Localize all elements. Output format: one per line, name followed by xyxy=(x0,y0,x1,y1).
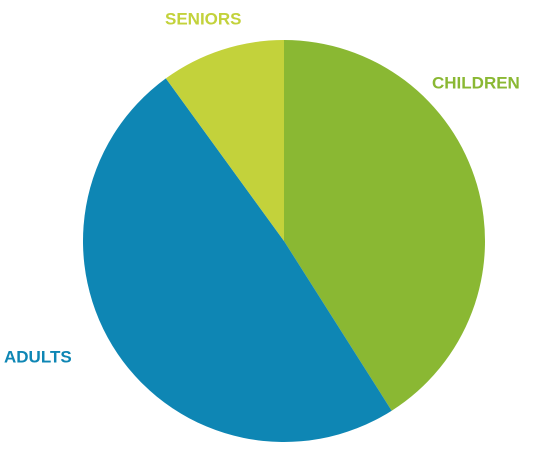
slice-label: SENIORS xyxy=(165,9,242,28)
slice-label: ADULTS xyxy=(4,347,72,366)
pie-slice xyxy=(83,78,392,442)
pie-slice xyxy=(165,40,284,241)
pie-slice xyxy=(284,40,485,411)
slice-label: CHILDREN xyxy=(432,73,520,92)
